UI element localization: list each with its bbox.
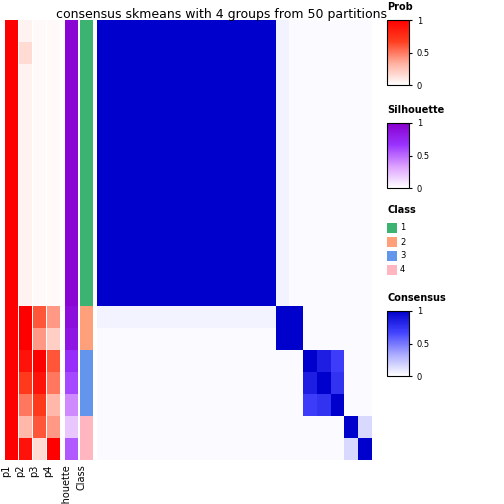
X-axis label: p3: p3 <box>30 464 39 477</box>
Text: 2: 2 <box>400 237 405 246</box>
Text: Silhouette: Silhouette <box>387 105 444 115</box>
X-axis label: Class: Class <box>77 464 87 490</box>
Text: 1: 1 <box>400 223 405 232</box>
Text: Class: Class <box>387 205 416 215</box>
X-axis label: p1: p1 <box>2 464 12 477</box>
Text: Consensus: Consensus <box>387 293 446 303</box>
X-axis label: p2: p2 <box>16 464 26 477</box>
Text: consensus skmeans with 4 groups from 50 partitions: consensus skmeans with 4 groups from 50 … <box>56 8 387 21</box>
X-axis label: p4: p4 <box>43 464 53 477</box>
Text: 3: 3 <box>400 251 405 261</box>
Text: Prob: Prob <box>387 2 413 12</box>
X-axis label: Silhouette: Silhouette <box>61 464 72 504</box>
Text: 4: 4 <box>400 266 405 275</box>
